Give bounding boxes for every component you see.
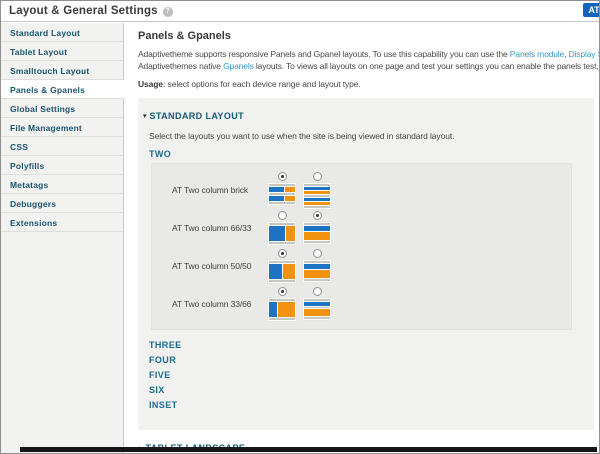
group-link-inset[interactable]: INSET xyxy=(149,400,178,410)
layout-row-at-two-column-50-50: AT Two column 50/50 xyxy=(152,247,571,285)
page-title: Layout & General Settings? xyxy=(9,5,173,17)
layout-row-at-two-column-brick: AT Two column brick xyxy=(152,171,571,209)
group-link-six[interactable]: SIX xyxy=(149,385,165,395)
radio-at-two-column-33-66-option-1[interactable] xyxy=(277,287,287,296)
group-link-five[interactable]: FIVE xyxy=(149,370,171,380)
layout-row-label: AT Two column brick xyxy=(172,185,249,195)
usage-label: Usage xyxy=(138,79,164,89)
sidebar-item-standard-layout[interactable]: Standard Layout xyxy=(1,23,123,42)
sidebar-item-extensions[interactable]: Extensions xyxy=(1,213,123,232)
intro-line: Adaptivetheme supports responsive Panels… xyxy=(138,48,599,60)
layout-thumbnail-brick xyxy=(268,182,296,205)
layout-row-at-two-column-33-66: AT Two column 33/66 xyxy=(152,285,571,323)
sidebar: Standard Layout Tablet Layout Smalltouch L… xyxy=(1,23,125,453)
main-panel: Panels & Gpanels Adaptivetheme supports … xyxy=(125,23,599,453)
radio-at-two-column-brick-option-1[interactable] xyxy=(277,171,287,181)
layout-option xyxy=(268,211,296,245)
layout-option xyxy=(303,171,331,209)
help-icon[interactable]: ? xyxy=(162,7,173,17)
usage-text: : select options for each device range a… xyxy=(163,79,361,89)
group-link-three[interactable]: THREE xyxy=(149,340,182,350)
layout-row-label: AT Two column 33/66 xyxy=(172,299,252,309)
usage-note: Usage: select options for each device ra… xyxy=(138,79,599,89)
layout-option xyxy=(268,249,296,283)
layout-thumbnail-cols_33_66 xyxy=(268,298,296,321)
link-panels-module[interactable]: Panels module xyxy=(509,49,565,59)
radio-at-two-column-50-50-option-2[interactable] xyxy=(312,249,322,258)
sidebar-item-smalltouch-layout[interactable]: Smalltouch Layout xyxy=(1,61,123,80)
layout-thumbnail-stacked_two xyxy=(303,260,331,282)
sidebar-item-debuggers[interactable]: Debuggers xyxy=(1,194,123,213)
page-title-text: Layout & General Settings xyxy=(9,5,158,17)
standard-layout-toggle[interactable]: ▾ STANDARD LAYOUT xyxy=(138,104,594,124)
radio-at-two-column-brick-option-2[interactable] xyxy=(312,171,322,181)
radio-at-two-column-33-66-option-2[interactable] xyxy=(312,287,322,296)
intro-text: Adaptivetheme supports responsive Panels… xyxy=(138,49,510,59)
caret-down-icon: ▾ xyxy=(143,113,147,120)
layout-option xyxy=(303,211,331,245)
intro-text: layouts. To views all layouts on one pag… xyxy=(255,61,599,71)
layout-row-options xyxy=(268,171,331,209)
intro-line: Adaptivethemes native Gpanels layouts. T… xyxy=(138,60,599,72)
section-heading: Panels & Gpanels xyxy=(138,30,231,42)
sidebar-item-file-management[interactable]: File Management xyxy=(1,118,123,137)
layout-options-panel: AT Two column brick AT Two column 66/33 AT… xyxy=(151,163,572,330)
layout-thumbnail-cols_50_50 xyxy=(268,260,296,283)
layout-thumbnail-stacked_multi xyxy=(303,182,331,209)
group-link-four[interactable]: FOUR xyxy=(149,355,177,365)
sidebar-item-global-settings[interactable]: Global Settings xyxy=(1,99,123,118)
layout-row-options xyxy=(268,249,331,283)
layout-thumbnail-stacked_two xyxy=(303,222,331,244)
intro-text: Adaptivethemes native xyxy=(138,61,224,71)
intro-paragraph: Adaptivetheme supports responsive Panels… xyxy=(138,48,599,72)
sidebar-item-panels-gpanels[interactable]: Panels & Gpanels xyxy=(1,80,125,99)
group-links: THREE FOUR FIVE SIX INSET xyxy=(138,330,594,420)
layout-option xyxy=(268,287,296,321)
adaptivetheme-logo: AT xyxy=(583,3,599,17)
radio-at-two-column-66-33-option-1[interactable] xyxy=(277,211,287,220)
standard-layout-description: Select the layouts you want to use when … xyxy=(149,131,455,141)
sidebar-item-css[interactable]: CSS xyxy=(1,137,123,156)
window-header: Layout & General Settings? AT xyxy=(1,1,599,22)
sidebar-item-polyfills[interactable]: Polyfills xyxy=(1,156,123,175)
layout-option xyxy=(268,171,296,209)
layout-row-options xyxy=(268,211,331,245)
radio-at-two-column-66-33-option-2[interactable] xyxy=(312,211,322,220)
sidebar-item-tablet-layout[interactable]: Tablet Layout xyxy=(1,42,123,61)
layout-row-label: AT Two column 66/33 xyxy=(172,223,252,233)
link-display-suite[interactable]: Display Suite xyxy=(568,49,599,59)
layout-option xyxy=(303,249,331,283)
layout-thumbnail-cols_66_33 xyxy=(268,222,296,245)
sidebar-item-metatags[interactable]: Metatags xyxy=(1,175,123,194)
layout-row-at-two-column-66-33: AT Two column 66/33 xyxy=(152,209,571,247)
link-gpanels[interactable]: Gpanels xyxy=(223,61,254,71)
radio-at-two-column-50-50-option-1[interactable] xyxy=(277,249,287,258)
layout-row-options xyxy=(268,287,331,321)
layout-option xyxy=(303,287,331,321)
standard-layout-fieldset: ▾ STANDARD LAYOUT Select the layouts you … xyxy=(138,98,594,430)
layout-row-label: AT Two column 50/50 xyxy=(172,261,252,271)
bottom-edge-bar xyxy=(20,447,597,452)
layout-thumbnail-stacked_two_b xyxy=(303,298,331,320)
group-link-two[interactable]: TWO xyxy=(149,149,172,159)
intro-text: , xyxy=(564,49,569,59)
standard-layout-title: STANDARD LAYOUT xyxy=(149,111,245,121)
